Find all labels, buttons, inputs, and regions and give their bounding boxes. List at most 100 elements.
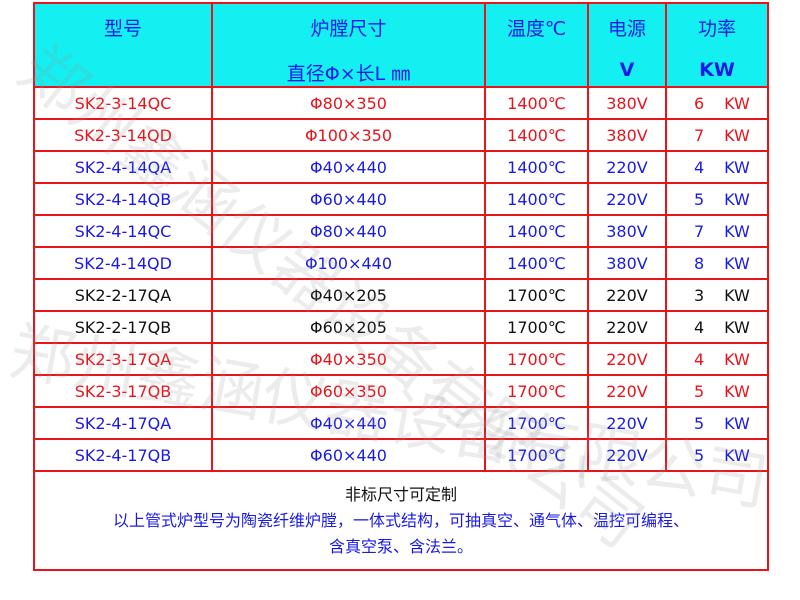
header-model: 型号	[33, 2, 213, 88]
size-cell: Φ100×350	[211, 118, 486, 152]
footer-note: 非标尺寸可定制 以上管式炉型号为陶瓷纤维炉膛，一体式结构，可抽真空、通气体、温控…	[33, 470, 769, 571]
power-cell: 3 KW	[665, 278, 769, 312]
table-row: SK2-3-14QD Φ100×350 1400℃ 380V 7 KW	[33, 118, 769, 152]
size-cell: Φ100×440	[211, 246, 486, 280]
table-row: SK2-4-14QB Φ60×440 1400℃ 220V 5 KW	[33, 182, 769, 216]
header-size-sub: 直径Φ×长L ㎜	[286, 63, 411, 85]
power-value: 5	[694, 413, 705, 433]
header-voltage-label: 电源	[607, 18, 646, 40]
power-unit: KW	[724, 253, 750, 273]
power-unit: KW	[724, 285, 750, 305]
power-value: 7	[694, 221, 705, 241]
model-cell: SK2-4-14QD	[33, 246, 213, 280]
power-cell: 5 KW	[665, 182, 769, 216]
power-unit: KW	[724, 445, 750, 465]
power-cell: 5 KW	[665, 438, 769, 472]
power-unit: KW	[724, 317, 750, 337]
power-cell: 4 KW	[665, 150, 769, 184]
size-cell: Φ60×440	[211, 182, 486, 216]
model-cell: SK2-3-17QA	[33, 342, 213, 376]
voltage-cell: 220V	[587, 310, 667, 344]
footer-custom-note: 非标尺寸可定制	[344, 484, 457, 504]
furnace-spec-table: 型号 炉膛尺寸 直径Φ×长L ㎜ 温度℃ 电源 V 功率 KW SK2-3-14QC Φ…	[33, 2, 769, 571]
temp-cell: 1400℃	[484, 150, 589, 184]
voltage-cell: 380V	[587, 214, 667, 248]
temp-cell: 1400℃	[484, 214, 589, 248]
temp-cell: 1700℃	[484, 278, 589, 312]
header-voltage: 电源 V	[587, 2, 667, 88]
size-cell: Φ40×440	[211, 406, 486, 440]
voltage-cell: 380V	[587, 86, 667, 120]
power-value: 3	[694, 285, 705, 305]
header-model-label: 型号	[103, 18, 142, 40]
header-size: 炉膛尺寸直径Φ×长L ㎜	[211, 2, 486, 88]
header-power-unit: KW	[699, 59, 735, 81]
header-power-label: 功率	[697, 18, 736, 40]
table-row: SK2-4-17QA Φ40×440 1700℃ 220V 5 KW	[33, 406, 769, 440]
power-unit: KW	[724, 125, 750, 145]
temp-cell: 1700℃	[484, 406, 589, 440]
power-value: 4	[694, 349, 705, 369]
power-cell: 5 KW	[665, 406, 769, 440]
power-value: 4	[694, 157, 705, 177]
model-cell: SK2-4-17QB	[33, 438, 213, 472]
footer-description-cont: 含真空泵、含法兰。	[328, 536, 473, 556]
power-value: 5	[694, 189, 705, 209]
voltage-cell: 380V	[587, 118, 667, 152]
voltage-cell: 220V	[587, 182, 667, 216]
table-row: SK2-3-17QA Φ40×350 1700℃ 220V 4 KW	[33, 342, 769, 376]
temp-cell: 1400℃	[484, 118, 589, 152]
table-row: SK2-3-14QC Φ80×350 1400℃ 380V 6 KW	[33, 86, 769, 120]
temp-cell: 1700℃	[484, 310, 589, 344]
table-row: SK2-2-17QB Φ60×205 1700℃ 220V 4 KW	[33, 310, 769, 344]
power-value: 5	[694, 445, 705, 465]
model-cell: SK2-3-17QB	[33, 374, 213, 408]
power-unit: KW	[724, 221, 750, 241]
table-row: SK2-4-14QD Φ100×440 1400℃ 380V 8 KW	[33, 246, 769, 280]
voltage-cell: 220V	[587, 150, 667, 184]
size-cell: Φ80×350	[211, 86, 486, 120]
power-unit: KW	[724, 93, 750, 113]
power-value: 6	[694, 93, 705, 113]
voltage-cell: 220V	[587, 342, 667, 376]
size-cell: Φ40×350	[211, 342, 486, 376]
model-cell: SK2-4-14QA	[33, 150, 213, 184]
power-cell: 6 KW	[665, 86, 769, 120]
footer-row: 非标尺寸可定制 以上管式炉型号为陶瓷纤维炉膛，一体式结构，可抽真空、通气体、温控…	[33, 470, 769, 571]
size-cell: Φ40×205	[211, 278, 486, 312]
power-unit: KW	[724, 189, 750, 209]
table-row: SK2-2-17QA Φ40×205 1700℃ 220V 3 KW	[33, 278, 769, 312]
voltage-cell: 220V	[587, 374, 667, 408]
header-temp-label: 温度℃	[506, 18, 567, 40]
model-cell: SK2-2-17QA	[33, 278, 213, 312]
header-power: 功率 KW	[665, 2, 769, 88]
temp-cell: 1700℃	[484, 438, 589, 472]
size-cell: Φ60×350	[211, 374, 486, 408]
power-value: 5	[694, 381, 705, 401]
voltage-cell: 220V	[587, 438, 667, 472]
voltage-cell: 220V	[587, 406, 667, 440]
power-cell: 7 KW	[665, 118, 769, 152]
power-value: 7	[694, 125, 705, 145]
voltage-cell: 380V	[587, 246, 667, 280]
temp-cell: 1400℃	[484, 246, 589, 280]
power-cell: 5 KW	[665, 374, 769, 408]
header-temp: 温度℃	[484, 2, 589, 88]
header-size-label: 炉膛尺寸	[310, 18, 387, 40]
header-row: 型号 炉膛尺寸直径Φ×长L ㎜ 温度℃ 电源 V 功率 KW	[33, 2, 769, 88]
header-voltage-unit: V	[619, 59, 635, 81]
power-cell: 7 KW	[665, 214, 769, 248]
model-cell: SK2-3-14QC	[33, 86, 213, 120]
temp-cell: 1400℃	[484, 86, 589, 120]
model-cell: SK2-2-17QB	[33, 310, 213, 344]
size-cell: Φ60×205	[211, 310, 486, 344]
model-cell: SK2-4-14QC	[33, 214, 213, 248]
footer-description: 以上管式炉型号为陶瓷纤维炉膛，一体式结构，可抽真空、通气体、温控可编程、	[112, 510, 689, 530]
model-cell: SK2-3-14QD	[33, 118, 213, 152]
power-unit: KW	[724, 349, 750, 369]
power-cell: 4 KW	[665, 342, 769, 376]
size-cell: Φ80×440	[211, 214, 486, 248]
table-row: SK2-4-14QC Φ80×440 1400℃ 380V 7 KW	[33, 214, 769, 248]
table-row: SK2-4-17QB Φ60×440 1700℃ 220V 5 KW	[33, 438, 769, 472]
power-unit: KW	[724, 413, 750, 433]
